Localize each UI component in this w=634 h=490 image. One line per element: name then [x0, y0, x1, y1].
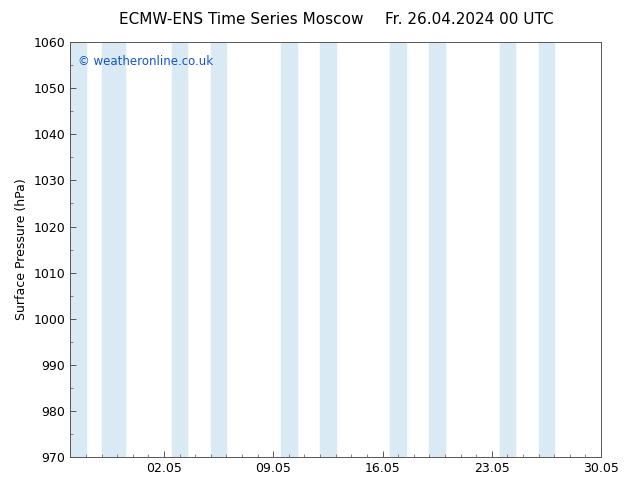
- Bar: [101, 42, 125, 457]
- Text: ECMW-ENS Time Series Moscow: ECMW-ENS Time Series Moscow: [119, 12, 363, 27]
- Text: © weatheronline.co.uk: © weatheronline.co.uk: [78, 54, 214, 68]
- Bar: [391, 42, 406, 457]
- Text: Fr. 26.04.2024 00 UTC: Fr. 26.04.2024 00 UTC: [385, 12, 553, 27]
- Y-axis label: Surface Pressure (hPa): Surface Pressure (hPa): [15, 179, 28, 320]
- Bar: [281, 42, 297, 457]
- Bar: [500, 42, 515, 457]
- Bar: [70, 42, 86, 457]
- Bar: [210, 42, 226, 457]
- Bar: [429, 42, 445, 457]
- Bar: [172, 42, 188, 457]
- Bar: [320, 42, 335, 457]
- Bar: [539, 42, 554, 457]
